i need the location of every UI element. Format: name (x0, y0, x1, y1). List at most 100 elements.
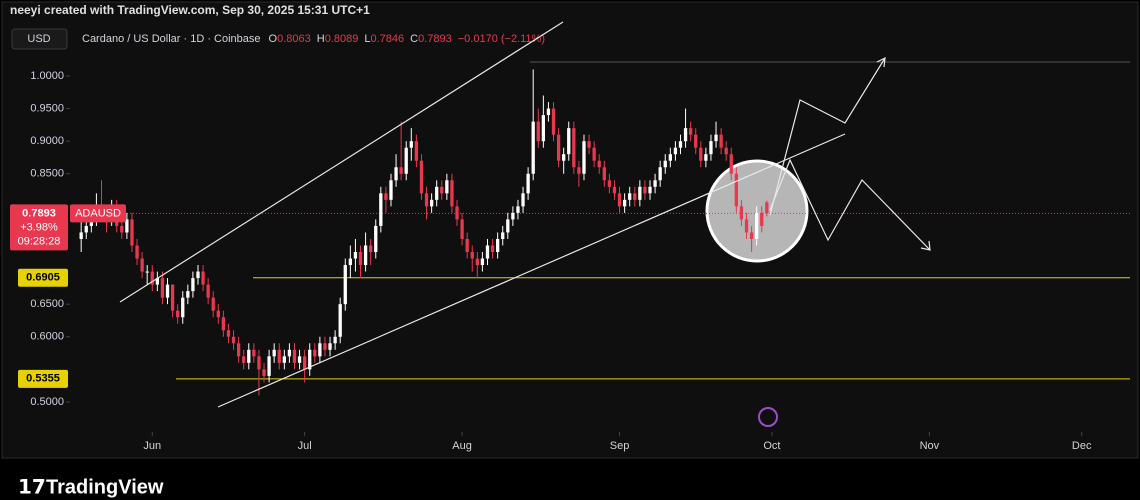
candle-body (622, 199, 627, 207)
candle-body (369, 245, 373, 253)
candle-body (145, 271, 149, 273)
candle-body (526, 173, 530, 194)
x-tick-label: Oct (763, 440, 780, 452)
candle-body (612, 186, 617, 194)
candle-body (551, 108, 556, 135)
candle-body (313, 349, 317, 357)
candle-body (643, 186, 647, 194)
symbol-box (70, 204, 126, 223)
candle-body (440, 186, 444, 194)
countdown: 09:28:28 (18, 235, 61, 247)
currency-button[interactable] (11, 28, 68, 50)
candle-body (704, 154, 708, 161)
candle-body (648, 186, 652, 194)
candle-body (709, 141, 713, 155)
candle-body (556, 134, 561, 161)
candle-body (379, 193, 383, 226)
candle-body (272, 349, 276, 357)
candle-body (455, 206, 459, 220)
candle-body (267, 356, 271, 376)
candle-body (582, 141, 586, 174)
candle-body (363, 245, 368, 266)
y-tick-label: 0.5000 (30, 396, 64, 408)
price-label: 0.7893 (22, 207, 56, 219)
candle-body (755, 212, 759, 239)
candle-body (226, 330, 231, 337)
candle-body (638, 186, 642, 200)
candle-body (79, 232, 83, 239)
y-tick-label: 0.9000 (30, 135, 64, 147)
candle-body (130, 219, 134, 246)
candle-body (186, 291, 190, 298)
candle-body (587, 141, 591, 148)
x-tick-label: Nov (920, 440, 940, 452)
candle-body (729, 154, 733, 174)
candle-body (318, 343, 322, 357)
candle-body (445, 180, 449, 194)
candle-body (211, 297, 215, 311)
candle-body (719, 134, 723, 148)
channel-upper (119, 21, 564, 303)
candle-body (135, 245, 139, 259)
candle-body (292, 349, 297, 363)
level-label-box (18, 268, 68, 287)
y-tick-label: 0.9500 (30, 102, 64, 114)
candle-body (84, 225, 88, 233)
ohlc-value: 0.8089 (325, 33, 359, 45)
candle-body (302, 356, 307, 370)
candle-body (358, 252, 363, 266)
candle-body (252, 349, 256, 357)
candle-body (170, 284, 175, 311)
currency[interactable]: USD (27, 33, 50, 45)
title: Cardano / US Dollar · 1D · Coinbase (82, 33, 261, 45)
candle-body (343, 265, 347, 305)
candle-body (658, 167, 662, 181)
candle-body (531, 121, 535, 174)
candle-body (460, 219, 464, 239)
candle-body (419, 160, 424, 194)
candle-body (338, 304, 342, 337)
candle-body (485, 245, 490, 259)
candle-body (404, 147, 408, 174)
candle-body (688, 128, 693, 135)
candle-body (480, 258, 485, 266)
candle-body (120, 225, 124, 233)
candle-body (414, 141, 419, 161)
candle-body (323, 343, 327, 350)
y-tick-label: 1.0000 (30, 70, 64, 82)
level-label: 0.5355 (26, 373, 60, 385)
candle-body (572, 128, 576, 168)
candle-body (628, 193, 632, 200)
candle-body (663, 160, 667, 168)
candle-body (536, 121, 540, 142)
candle-body (160, 278, 165, 298)
chart-panel (1, 1, 1139, 459)
candle-body (140, 258, 144, 272)
candle-body (511, 212, 515, 220)
candle-body (597, 160, 601, 168)
candle-body (607, 180, 612, 187)
x-tick-label: Aug (452, 440, 472, 452)
arrow-head (876, 56, 886, 68)
x-tick-label: Dec (1072, 440, 1092, 452)
replay-icon[interactable] (758, 407, 778, 427)
candle-body (490, 245, 495, 253)
arrow-head (920, 240, 931, 251)
candle-body (282, 356, 286, 363)
candle-body (206, 284, 210, 298)
candle-body (165, 284, 170, 298)
candle-body (541, 115, 546, 142)
candle-body (191, 278, 195, 292)
candle-body (739, 206, 744, 220)
candle-body (521, 193, 525, 207)
candle-body (89, 219, 93, 226)
drawings (119, 21, 931, 408)
brand: TradingView (46, 476, 164, 498)
candle-body (308, 349, 312, 370)
candle-body (475, 258, 479, 266)
candle-body (287, 349, 292, 357)
candle-body (333, 336, 337, 344)
ohlc-label: H (317, 33, 325, 45)
